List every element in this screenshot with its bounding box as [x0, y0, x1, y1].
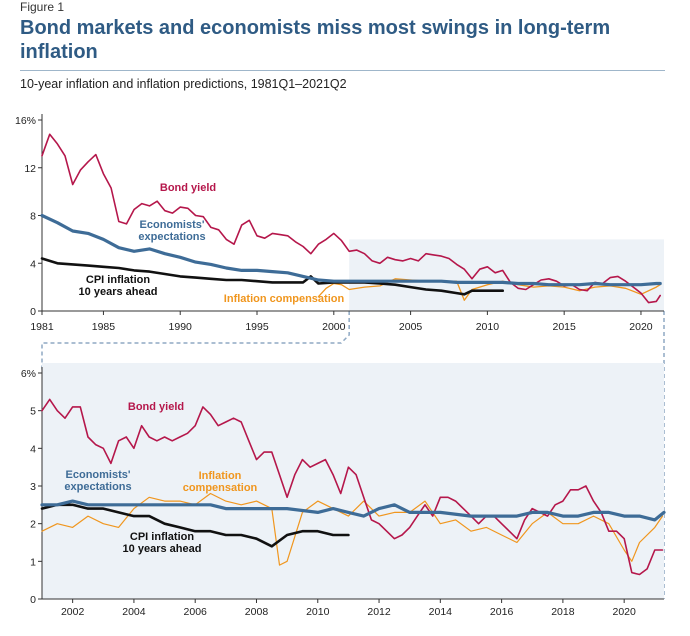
x-tick-label: 1995 [245, 321, 269, 333]
x-tick-label: 2018 [551, 606, 575, 618]
series-label-comp: Inflation compensation [224, 293, 345, 305]
series-label-cpi: CPI inflation 10 years ahead [123, 531, 202, 555]
x-tick-label: 2012 [367, 606, 391, 618]
chart-panel-bottom: 0 1 2 3 4 5 6% 2002 2004 2006 2008 2010 2012 2014 2016… [21, 363, 666, 618]
x-tick-label: 2006 [184, 606, 208, 618]
x-tick-label: 2020 [612, 606, 636, 618]
y-tick-label: 6% [21, 368, 36, 380]
series-label-comp: Inflation compensation [183, 470, 258, 494]
x-tick-label: 2015 [552, 321, 576, 333]
series-line-cpi [40, 257, 504, 296]
series-line-cpi [40, 503, 350, 548]
series-label-bond: Bond yield [128, 401, 184, 413]
x-tick-label: 2010 [306, 606, 330, 618]
chart-title: Bond markets and economists miss most sw… [20, 17, 611, 63]
y-tick-label: 0 [30, 594, 36, 606]
figure-label: Figure 1 [20, 0, 65, 14]
y-tick-label: 12 [24, 163, 36, 175]
x-tick-label: 2020 [629, 321, 653, 333]
y-tick-label: 4 [30, 443, 36, 455]
x-tick-label: 2008 [245, 606, 269, 618]
y-tick-label: 3 [30, 481, 36, 493]
x-tick-label: 1985 [92, 321, 116, 333]
series-label-econ: Economists' expectations [138, 219, 205, 243]
y-tick-label: 16% [15, 115, 36, 127]
x-tick-label: 1981 [30, 321, 54, 333]
x-tick-label: 2002 [61, 606, 85, 618]
x-tick-label: 1990 [169, 321, 193, 333]
y-tick-label: 8 [30, 211, 36, 223]
series-label-bond: Bond yield [160, 182, 216, 194]
title-divider [20, 70, 665, 71]
x-tick-label: 2014 [429, 606, 453, 618]
zoom-panel-background [42, 363, 664, 599]
x-tick-label: 2010 [476, 321, 500, 333]
series-label-econ: Economists' expectations [64, 469, 131, 493]
series-line-econ [40, 499, 666, 522]
series-line-econ [40, 213, 662, 287]
y-tick-label: 1 [30, 556, 36, 568]
y-tick-label: 5 [30, 406, 36, 418]
chart-subtitle: 10-year inflation and inflation predicti… [20, 77, 347, 91]
series-line-bond [41, 398, 664, 576]
x-tick-label: 2016 [490, 606, 514, 618]
series-label-cpi: CPI inflation 10 years ahead [79, 274, 158, 298]
series-line-comp [41, 492, 664, 566]
y-tick-label: 4 [30, 258, 36, 270]
x-tick-label: 2004 [122, 606, 146, 618]
x-tick-label: 2005 [399, 321, 423, 333]
y-tick-label: 2 [30, 519, 36, 531]
x-tick-label: 2000 [322, 321, 346, 333]
y-tick-label: 0 [30, 306, 36, 318]
